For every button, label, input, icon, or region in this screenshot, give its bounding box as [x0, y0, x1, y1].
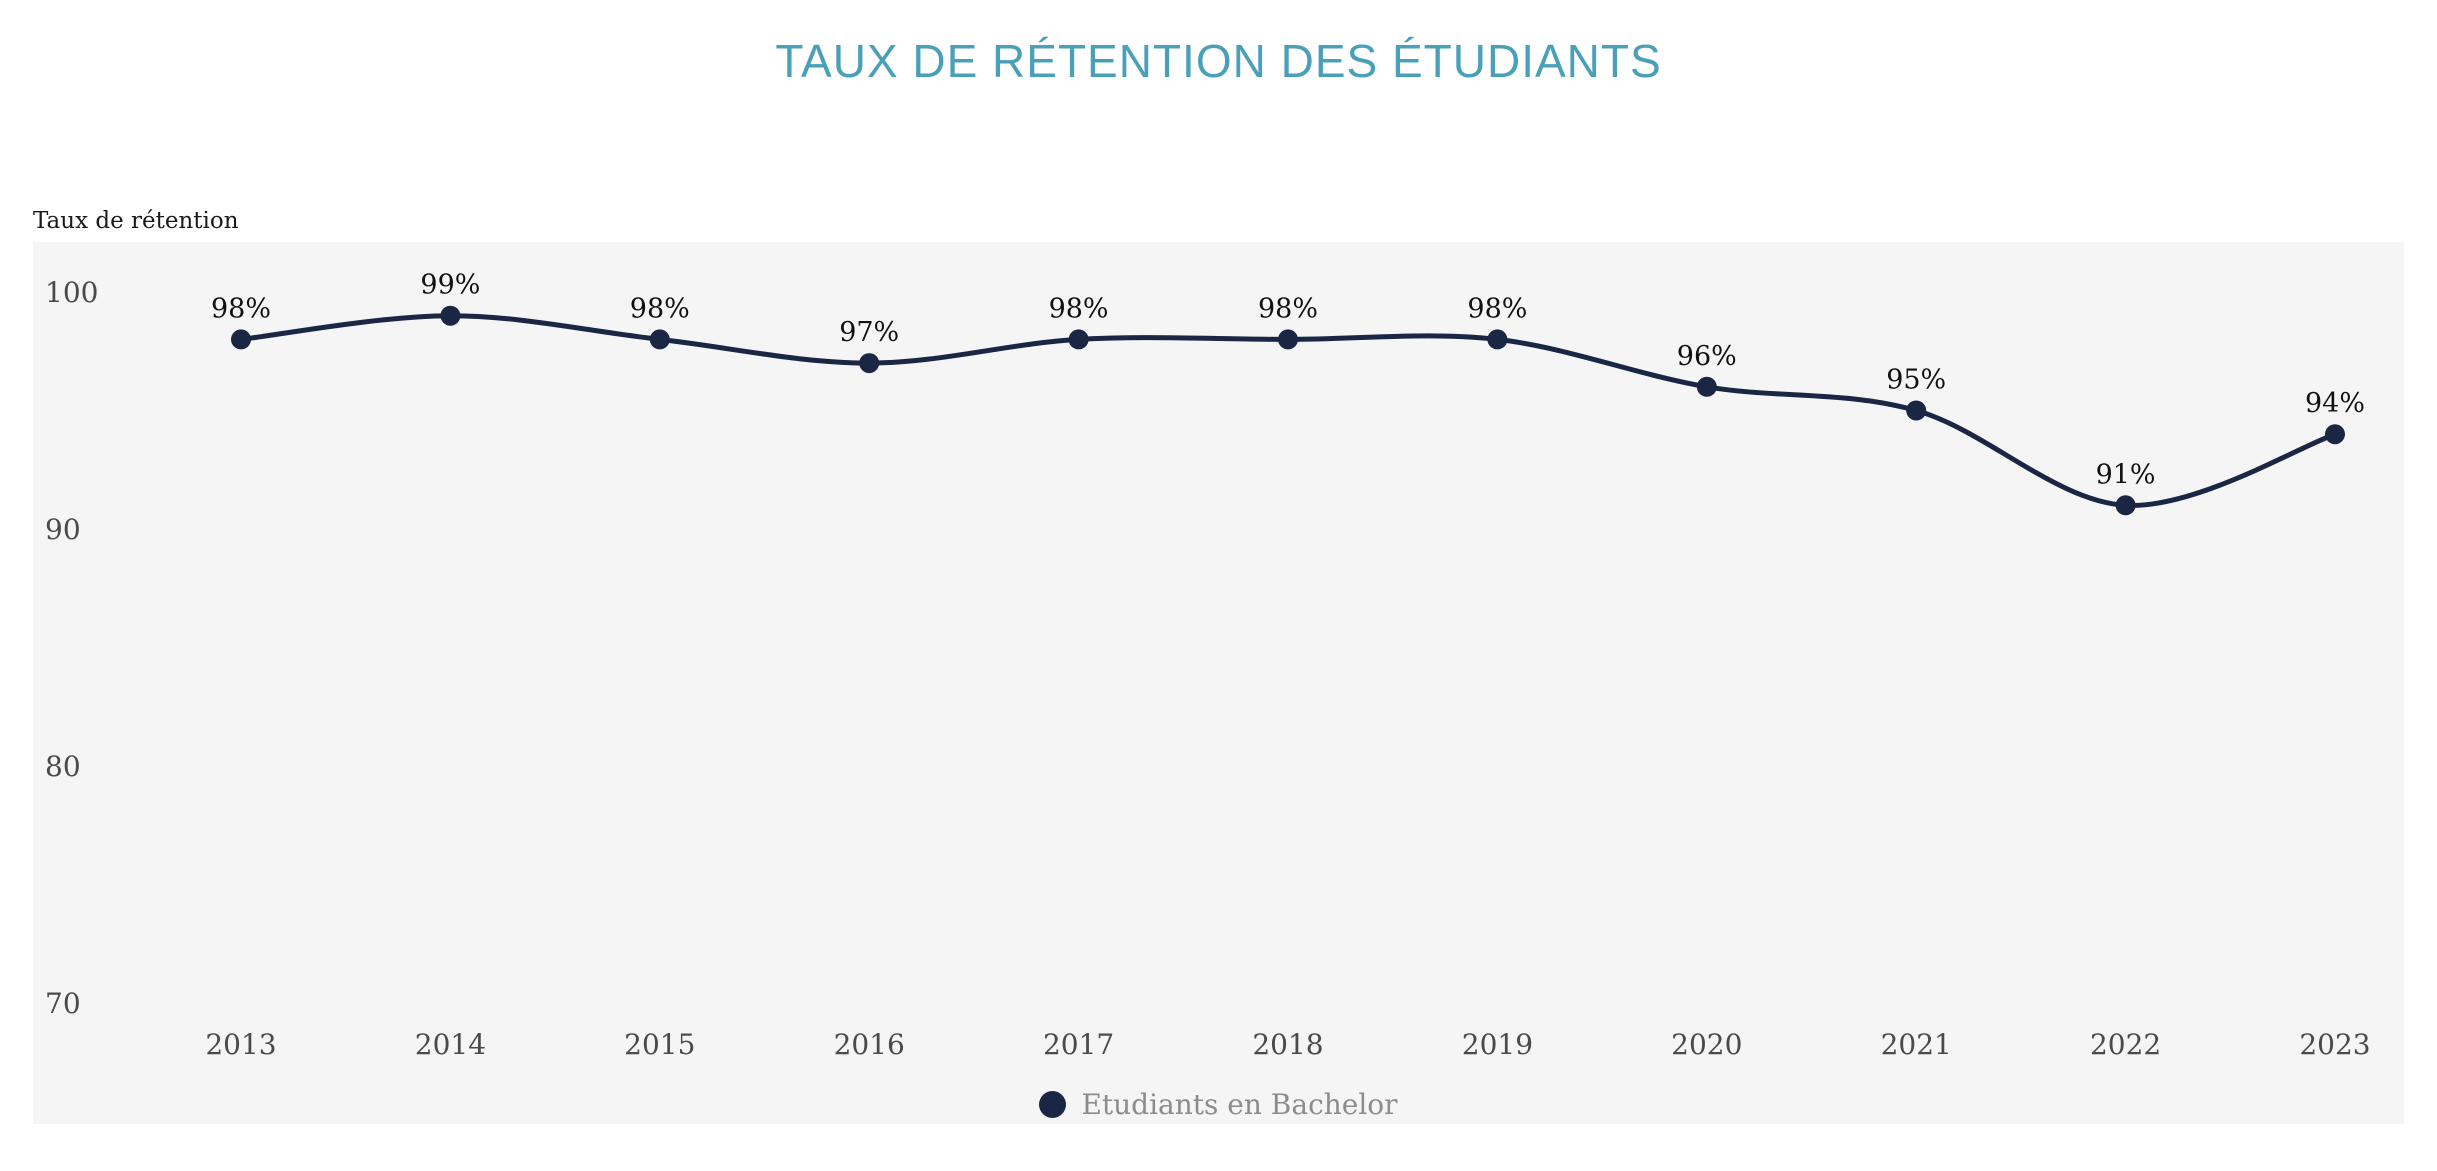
x-tick-label: 2015: [624, 1028, 695, 1061]
data-point-label: 91%: [2096, 459, 2156, 490]
legend-label: Etudiants en Bachelor: [1081, 1088, 1398, 1121]
x-tick-label: 2014: [415, 1028, 486, 1061]
data-point: [440, 305, 461, 326]
data-point: [1278, 329, 1298, 350]
x-tick-label: 2018: [1252, 1028, 1323, 1061]
chart-svg: 100 90 80 70 2013 2014 2015 2016 2017 2018 2019 202…: [45, 270, 2371, 1061]
data-point-label: 98%: [1467, 293, 1527, 324]
y-tick-label: 90: [45, 513, 81, 546]
data-point: [1696, 376, 1717, 397]
data-point: [1906, 400, 1927, 421]
x-tick-label: 2016: [834, 1028, 905, 1061]
data-point-label: 97%: [839, 317, 899, 348]
data-point: [859, 353, 880, 374]
x-tick-label: 2020: [1671, 1028, 1742, 1061]
data-point-label: 98%: [1258, 293, 1318, 324]
x-tick-label: 2013: [205, 1028, 276, 1061]
data-point: [1068, 329, 1089, 350]
data-point-label: 95%: [1886, 365, 1946, 396]
plot-area: 100 90 80 70 2013 2014 2015 2016 2017 2018 2019 202…: [33, 242, 2404, 1124]
data-point: [2325, 424, 2345, 445]
x-tick-label: 2017: [1043, 1028, 1114, 1061]
data-point-label: 99%: [420, 270, 480, 301]
data-point-label: 98%: [1049, 293, 1109, 324]
x-tick-label: 2021: [1881, 1028, 1952, 1061]
x-tick-label: 2022: [2090, 1028, 2161, 1061]
data-point: [1487, 329, 1508, 350]
data-point-label: 96%: [1677, 341, 1737, 372]
x-tick-label: 2023: [2299, 1028, 2370, 1061]
data-point-label: 98%: [211, 293, 271, 324]
data-point: [231, 329, 251, 350]
x-tick-label: 2019: [1462, 1028, 1533, 1061]
data-point: [649, 329, 670, 350]
legend-item-bachelor[interactable]: Etudiants en Bachelor: [1039, 1088, 1398, 1121]
y-axis-title: Taux de rétention: [33, 208, 239, 234]
legend-row: Etudiants en Bachelor: [33, 1088, 2404, 1121]
y-tick-label: 80: [45, 750, 81, 783]
y-tick-label: 100: [45, 276, 98, 309]
y-tick-label: 70: [45, 987, 81, 1020]
data-point-label: 94%: [2305, 388, 2365, 419]
data-point: [2115, 495, 2136, 516]
chart-title: TAUX DE RÉTENTION DES ÉTUDIANTS: [775, 35, 1662, 87]
legend-marker-icon: [1039, 1091, 1067, 1118]
data-point-label: 98%: [630, 293, 690, 324]
